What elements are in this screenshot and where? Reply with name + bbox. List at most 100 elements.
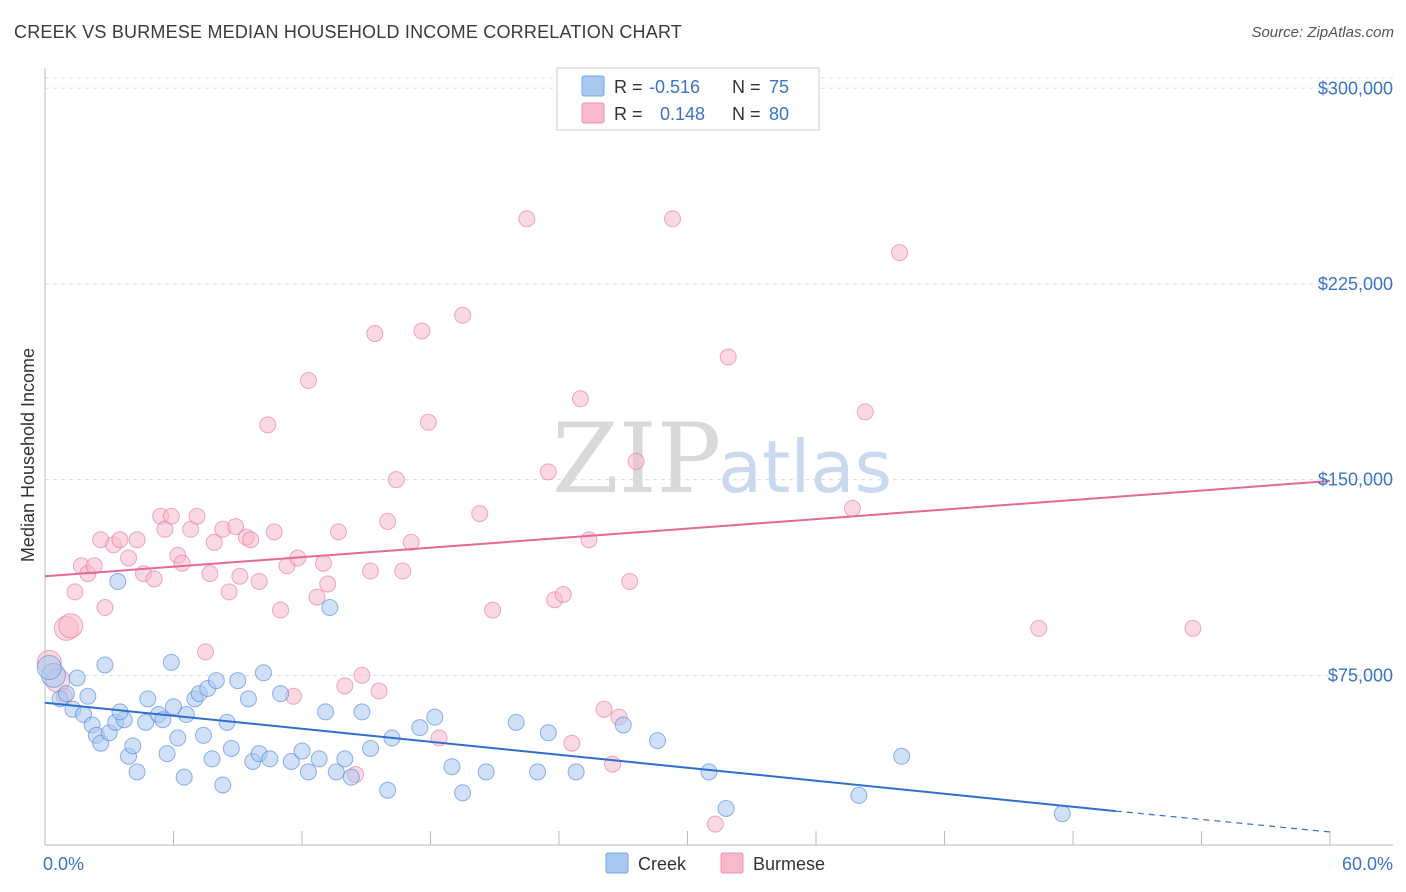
y-tick-label: $300,000 xyxy=(1318,78,1393,98)
creek-point xyxy=(299,763,317,781)
burmese-point xyxy=(353,666,371,684)
axes xyxy=(44,68,1393,846)
burmese-point xyxy=(58,613,84,639)
burmese-point xyxy=(111,531,129,549)
creek-point xyxy=(411,719,429,737)
watermark-atlas: atlas xyxy=(718,425,892,509)
creek-point xyxy=(362,739,380,757)
creek-point xyxy=(893,747,911,765)
creek-point xyxy=(850,786,868,804)
burmese-point xyxy=(1030,619,1048,637)
burmese-series-label: Burmese xyxy=(753,854,825,874)
creek-legend-swatch xyxy=(581,75,605,97)
trend-lines xyxy=(44,479,1331,833)
burmese-point xyxy=(205,533,223,551)
burmese-point xyxy=(220,583,238,601)
stats-legend: R = -0.516 N = 75 R = 0.148 N = 80 xyxy=(556,67,820,131)
creek-point xyxy=(353,703,371,721)
burmese-point xyxy=(227,518,245,536)
creek-point xyxy=(649,732,667,750)
burmese-point xyxy=(265,523,283,541)
creek-point xyxy=(336,750,354,768)
creek-point xyxy=(139,690,157,708)
creek-point xyxy=(207,672,225,690)
burmese-point xyxy=(299,372,317,390)
burmese-point xyxy=(719,348,737,366)
burmese-point xyxy=(843,499,861,517)
creek-point xyxy=(109,572,127,590)
burmese-point xyxy=(664,210,682,228)
burmese-point xyxy=(145,570,163,588)
creek-point xyxy=(717,799,735,817)
burmese-point xyxy=(554,585,572,603)
burmese-point xyxy=(856,403,874,421)
creek-point xyxy=(169,729,187,747)
burmese-point xyxy=(366,325,384,343)
creek-point xyxy=(57,685,75,703)
creek-point xyxy=(229,672,247,690)
y-tick-labels: $75,000 $150,000 $225,000 $300,000 xyxy=(1318,78,1393,685)
burmese-point xyxy=(387,471,405,489)
burmese-point xyxy=(329,523,347,541)
burmese-point xyxy=(595,700,613,718)
creek-n-value: 75 xyxy=(769,77,789,97)
creek-point xyxy=(239,690,257,708)
creek-point xyxy=(254,664,272,682)
burmese-point xyxy=(604,755,622,773)
burmese-point xyxy=(250,572,268,590)
gridlines xyxy=(45,77,1393,676)
chart-title: CREEK VS BURMESE MEDIAN HOUSEHOLD INCOME… xyxy=(14,22,683,42)
burmese-point xyxy=(173,554,191,572)
burmese-point xyxy=(539,463,557,481)
burmese-point xyxy=(272,601,290,619)
series-legend: Creek Burmese xyxy=(605,852,825,874)
creek-point xyxy=(203,750,221,768)
creek-trend-extension xyxy=(1115,810,1331,833)
creek-point xyxy=(539,724,557,742)
burmese-point xyxy=(259,416,277,434)
creek-point xyxy=(507,713,525,731)
creek-point xyxy=(124,737,142,755)
burmese-point xyxy=(518,210,536,228)
burmese-point xyxy=(1184,619,1202,637)
burmese-point xyxy=(580,531,598,549)
burmese-r-value: 0.148 xyxy=(660,104,705,124)
burmese-point xyxy=(621,572,639,590)
creek-n-label: N = xyxy=(732,77,761,97)
burmese-point xyxy=(891,244,909,262)
burmese-point xyxy=(402,533,420,551)
burmese-point xyxy=(188,507,206,525)
creek-r-value: -0.516 xyxy=(649,77,700,97)
creek-point xyxy=(175,768,193,786)
creek-point xyxy=(272,685,290,703)
creek-point xyxy=(426,708,444,726)
creek-point xyxy=(222,739,240,757)
burmese-point xyxy=(484,601,502,619)
burmese-points xyxy=(36,210,1202,833)
creek-points xyxy=(36,572,1071,823)
burmese-point xyxy=(201,565,219,583)
y-tick-label: $225,000 xyxy=(1318,274,1393,294)
burmese-point xyxy=(571,390,589,408)
burmese-point xyxy=(362,562,380,580)
burmese-trend-line xyxy=(44,479,1331,578)
creek-point xyxy=(282,752,300,770)
creek-point xyxy=(36,655,62,681)
burmese-point xyxy=(162,507,180,525)
burmese-point xyxy=(413,322,431,340)
burmese-point xyxy=(242,531,260,549)
creek-point xyxy=(96,656,114,674)
creek-point xyxy=(700,763,718,781)
burmese-point xyxy=(471,505,489,523)
burmese-point xyxy=(197,643,215,661)
creek-series-label: Creek xyxy=(638,854,687,874)
creek-point xyxy=(443,758,461,776)
creek-point xyxy=(321,599,339,617)
burmese-point xyxy=(379,512,397,530)
creek-point xyxy=(162,653,180,671)
burmese-point xyxy=(128,531,146,549)
creek-point xyxy=(327,763,345,781)
burmese-point xyxy=(370,682,388,700)
burmese-point xyxy=(314,554,332,572)
